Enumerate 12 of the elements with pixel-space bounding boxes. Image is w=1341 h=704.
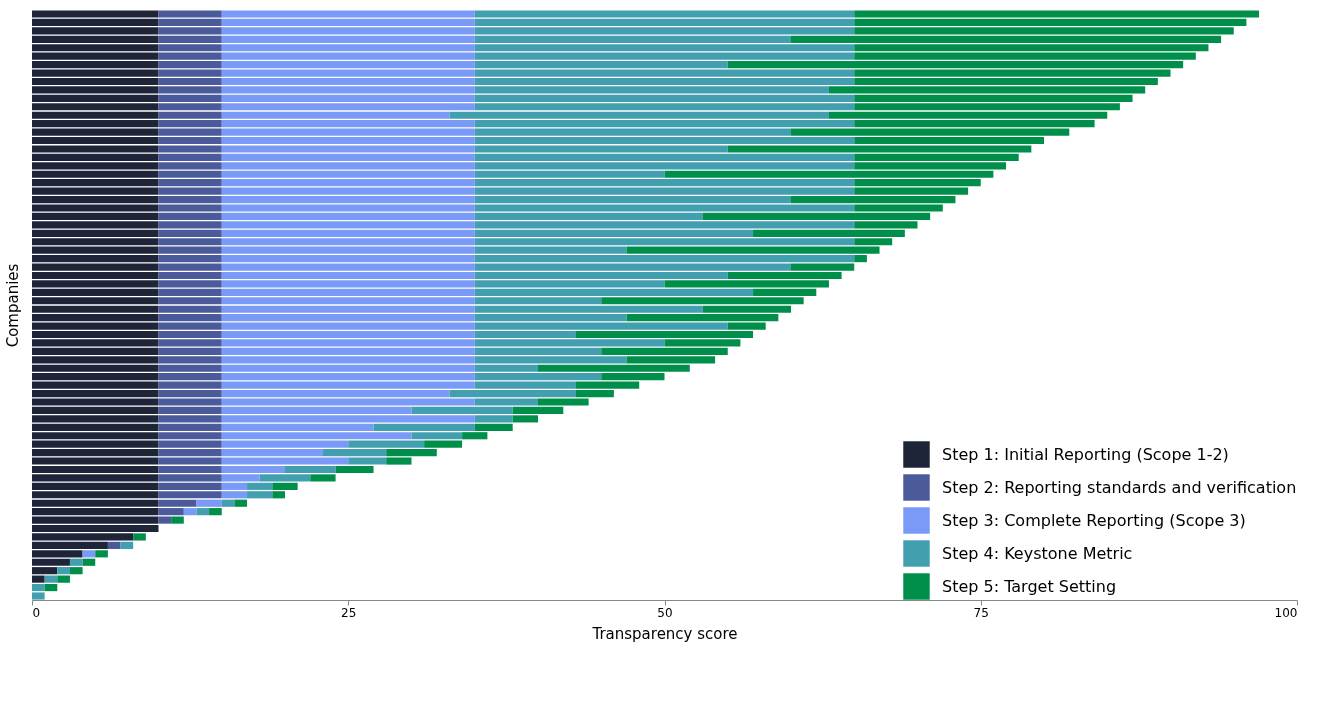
legend-label: Step 2: Reporting standards and verification <box>942 477 1297 497</box>
x-tick-label: 75 <box>973 605 989 620</box>
x-tick-label: 100 <box>1274 605 1298 620</box>
x-tick-label: 0 <box>32 605 41 620</box>
legend-label: Step 4: Keystone Metric <box>942 543 1133 563</box>
legend-label: Step 1: Initial Reporting (Scope 1-2) <box>942 444 1229 464</box>
x-tick-label: 50 <box>657 605 673 620</box>
x-axis-title: Transparency score <box>591 624 738 643</box>
legend-label: Step 5: Target Setting <box>942 576 1117 596</box>
y-axis-title: Companies <box>3 263 22 348</box>
legend-label: Step 3: Complete Reporting (Scope 3) <box>942 510 1246 530</box>
x-tick-label: 25 <box>341 605 357 620</box>
